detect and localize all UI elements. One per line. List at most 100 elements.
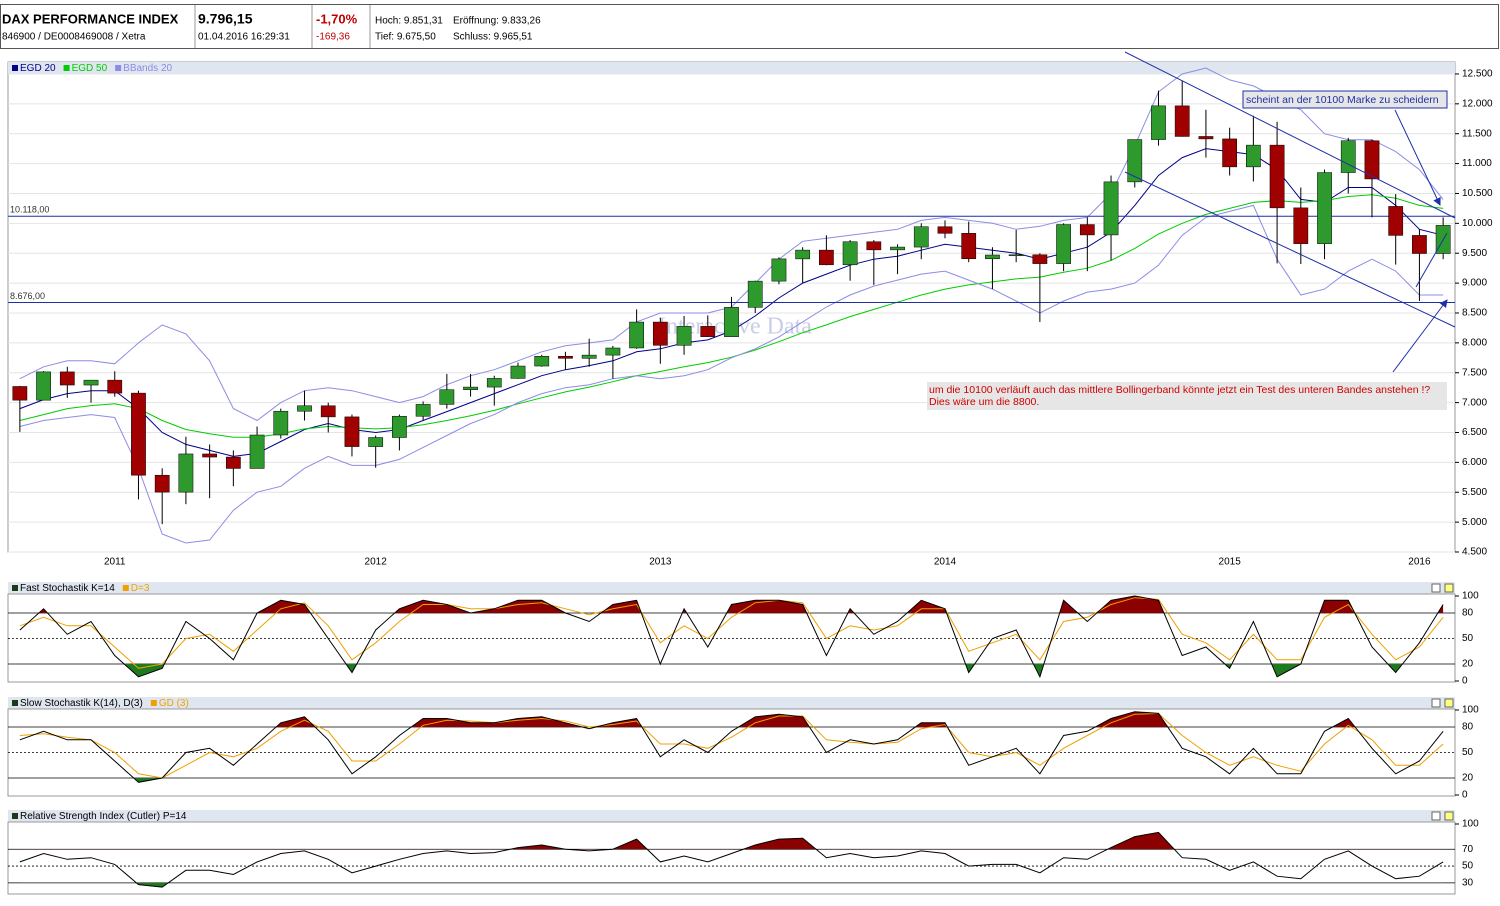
candle-body	[83, 379, 99, 386]
zone-fill	[136, 882, 169, 888]
candle-body	[700, 326, 716, 337]
panel-button[interactable]	[1431, 698, 1441, 708]
legend-swatch	[12, 813, 18, 819]
y-tick-label: 6.500	[1462, 427, 1487, 438]
x-tick-label: 2014	[934, 557, 957, 568]
candle-body	[676, 326, 692, 346]
candle-body	[795, 249, 811, 260]
candle-body	[1103, 181, 1119, 236]
trend-line	[1124, 171, 1456, 328]
legend-label: BBands 20	[123, 63, 172, 74]
y-tick-label: 11.500	[1462, 128, 1492, 139]
x-tick-label: 2015	[1219, 557, 1242, 568]
candle-body	[131, 392, 146, 476]
panel-header	[8, 810, 1455, 822]
candle-body	[842, 241, 858, 266]
candle-body	[463, 386, 478, 390]
candle-body	[652, 321, 668, 346]
candle-body	[415, 404, 431, 417]
legend-label: Slow Stochastik K(14), D(3)	[20, 698, 143, 709]
candle-body	[1008, 254, 1024, 257]
candle-body	[747, 280, 763, 308]
panel-button[interactable]	[1444, 811, 1454, 821]
legend-swatch	[115, 65, 122, 71]
candle-body	[1246, 144, 1261, 168]
candle-body	[202, 453, 217, 458]
candle-body	[1151, 105, 1166, 140]
index-ids: 846900 / DE0008469008 / Xetra	[2, 32, 146, 43]
y-tick-label: 12.500	[1462, 69, 1493, 80]
candle-body	[1222, 138, 1238, 168]
legend-bar	[8, 62, 1455, 74]
candle-body	[154, 474, 170, 493]
indicator-line	[19, 831, 1444, 888]
candle-body	[913, 226, 929, 248]
candle-body	[890, 246, 905, 251]
close: Schluss: 9.965,51	[453, 32, 533, 43]
open: Eröffnung: 9.833,26	[453, 16, 541, 27]
panel-button[interactable]	[1444, 583, 1454, 593]
indicator-line	[19, 597, 1444, 669]
arrow	[1394, 109, 1441, 206]
indicator-line	[19, 712, 1444, 779]
legend-swatch	[63, 65, 70, 71]
y-tick-label: 80	[1462, 608, 1474, 619]
annotation: Dies wäre um die 8800.	[929, 396, 1039, 408]
candle-body	[605, 347, 621, 356]
y-tick-label: 4.500	[1462, 547, 1487, 558]
change-pct: -1,70%	[316, 11, 358, 26]
indicator-line	[19, 711, 1444, 783]
price: 9.796,15	[198, 11, 253, 27]
y-tick-label: 8.500	[1462, 308, 1487, 319]
panel-button[interactable]	[1444, 698, 1454, 708]
candle-body	[937, 226, 953, 234]
timestamp: 01.04.2016 16:29:31	[198, 32, 290, 43]
y-tick-label: 0	[1462, 676, 1468, 687]
candle-body	[510, 365, 526, 379]
y-tick-label: 8.000	[1462, 337, 1487, 348]
x-tick-label: 2013	[649, 557, 672, 568]
candle-body	[558, 355, 573, 359]
candle-body	[1412, 235, 1427, 254]
candle-body	[819, 249, 834, 266]
change: -169,36	[316, 32, 350, 43]
candle-body	[1340, 140, 1356, 173]
y-tick-label: 80	[1462, 722, 1474, 733]
y-tick-label: 50	[1462, 747, 1474, 758]
indicator-line	[19, 595, 1444, 679]
arrow	[1392, 299, 1448, 373]
legend-label: GD (3)	[159, 698, 189, 709]
panel-header	[8, 697, 1455, 709]
candle-body	[581, 354, 597, 359]
y-tick-label: 11.000	[1462, 158, 1492, 169]
y-tick-label: 50	[1462, 861, 1474, 872]
candle-body	[534, 355, 550, 367]
legend-label: Fast Stochastik K=14	[20, 583, 115, 594]
candle-body	[249, 434, 265, 469]
candle-body	[961, 233, 977, 260]
y-tick-label: 100	[1462, 705, 1479, 716]
candle-body	[985, 254, 1000, 260]
plot-frame	[7, 821, 1456, 895]
y-tick-label: 50	[1462, 633, 1474, 644]
panel-button[interactable]	[1431, 583, 1441, 593]
candle-body	[59, 371, 75, 386]
panel-button[interactable]	[1431, 811, 1441, 821]
legend-swatch	[12, 700, 18, 706]
header-box	[0, 4, 1499, 49]
candle-body	[1198, 136, 1214, 140]
legend-label: Relative Strength Index (Cutler) P=14	[20, 811, 187, 822]
candle-body	[225, 456, 241, 469]
legend-label: EGD 50	[72, 63, 108, 74]
y-tick-label: 20	[1462, 773, 1474, 784]
candle-body	[12, 386, 28, 401]
candle-body	[439, 389, 455, 405]
candle-body	[1317, 172, 1332, 244]
legend-swatch	[150, 700, 157, 706]
annotation: scheint an der 10100 Marke zu scheidern	[1246, 94, 1439, 106]
candle-body	[368, 437, 384, 447]
y-tick-label: 5.000	[1462, 517, 1487, 528]
y-tick-label: 7.500	[1462, 367, 1487, 378]
candle-body	[273, 410, 289, 436]
